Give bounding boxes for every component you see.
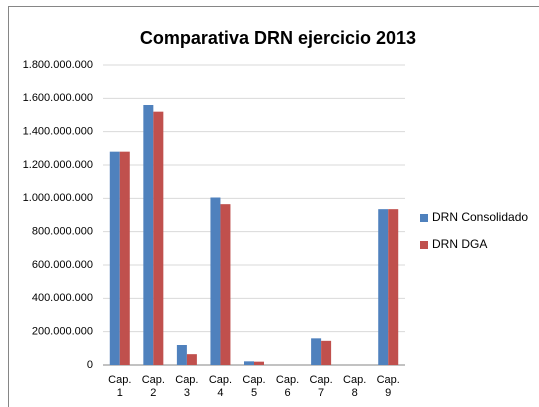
bar	[109, 151, 120, 365]
bar	[153, 111, 164, 366]
bar	[321, 340, 332, 365]
bar	[143, 105, 154, 365]
bar	[210, 197, 221, 365]
y-tick-label: 600.000.000	[32, 259, 93, 271]
legend-label: DRN Consolidado	[432, 210, 528, 224]
chart-border	[8, 6, 539, 407]
y-tick-label: 0	[87, 359, 93, 371]
bar	[254, 361, 264, 365]
y-tick-label: 1.200.000.000	[23, 159, 93, 171]
y-tick-label: 1.800.000.000	[23, 59, 93, 71]
x-tick-label: Cap. 4	[208, 374, 233, 399]
x-tick-label: Cap. 7	[309, 374, 333, 399]
legend-swatch	[420, 241, 428, 249]
chart-title: Comparativa DRN ejercicio 2013	[140, 28, 416, 48]
legend-label: DRN DGA	[432, 237, 487, 251]
x-tick-label: Cap. 1	[108, 374, 132, 399]
bar	[388, 209, 399, 365]
y-tick-label: 1.400.000.000	[23, 126, 93, 138]
x-tick-label: Cap. 6	[275, 374, 300, 399]
bar	[119, 151, 130, 365]
x-tick-label: Cap. 5	[242, 374, 266, 399]
y-tick-label: 800.000.000	[32, 226, 93, 238]
x-tick-label: Cap. 2	[141, 374, 165, 399]
bar	[311, 338, 322, 365]
bar	[176, 345, 187, 365]
y-tick-label: 1.600.000.000	[23, 92, 93, 104]
bar	[186, 354, 197, 365]
bar	[244, 361, 254, 365]
y-tick-label: 200.000.000	[32, 326, 93, 338]
x-tick-label: Cap. 9	[376, 374, 400, 399]
bar	[220, 204, 231, 365]
bar	[378, 209, 389, 365]
legend-swatch	[420, 214, 428, 222]
y-tick-label: 400.000.000	[32, 292, 93, 304]
x-tick-label: Cap. 8	[343, 374, 367, 399]
y-tick-label: 1.000.000.000	[23, 192, 93, 204]
x-tick-label: Cap. 3	[175, 374, 199, 399]
